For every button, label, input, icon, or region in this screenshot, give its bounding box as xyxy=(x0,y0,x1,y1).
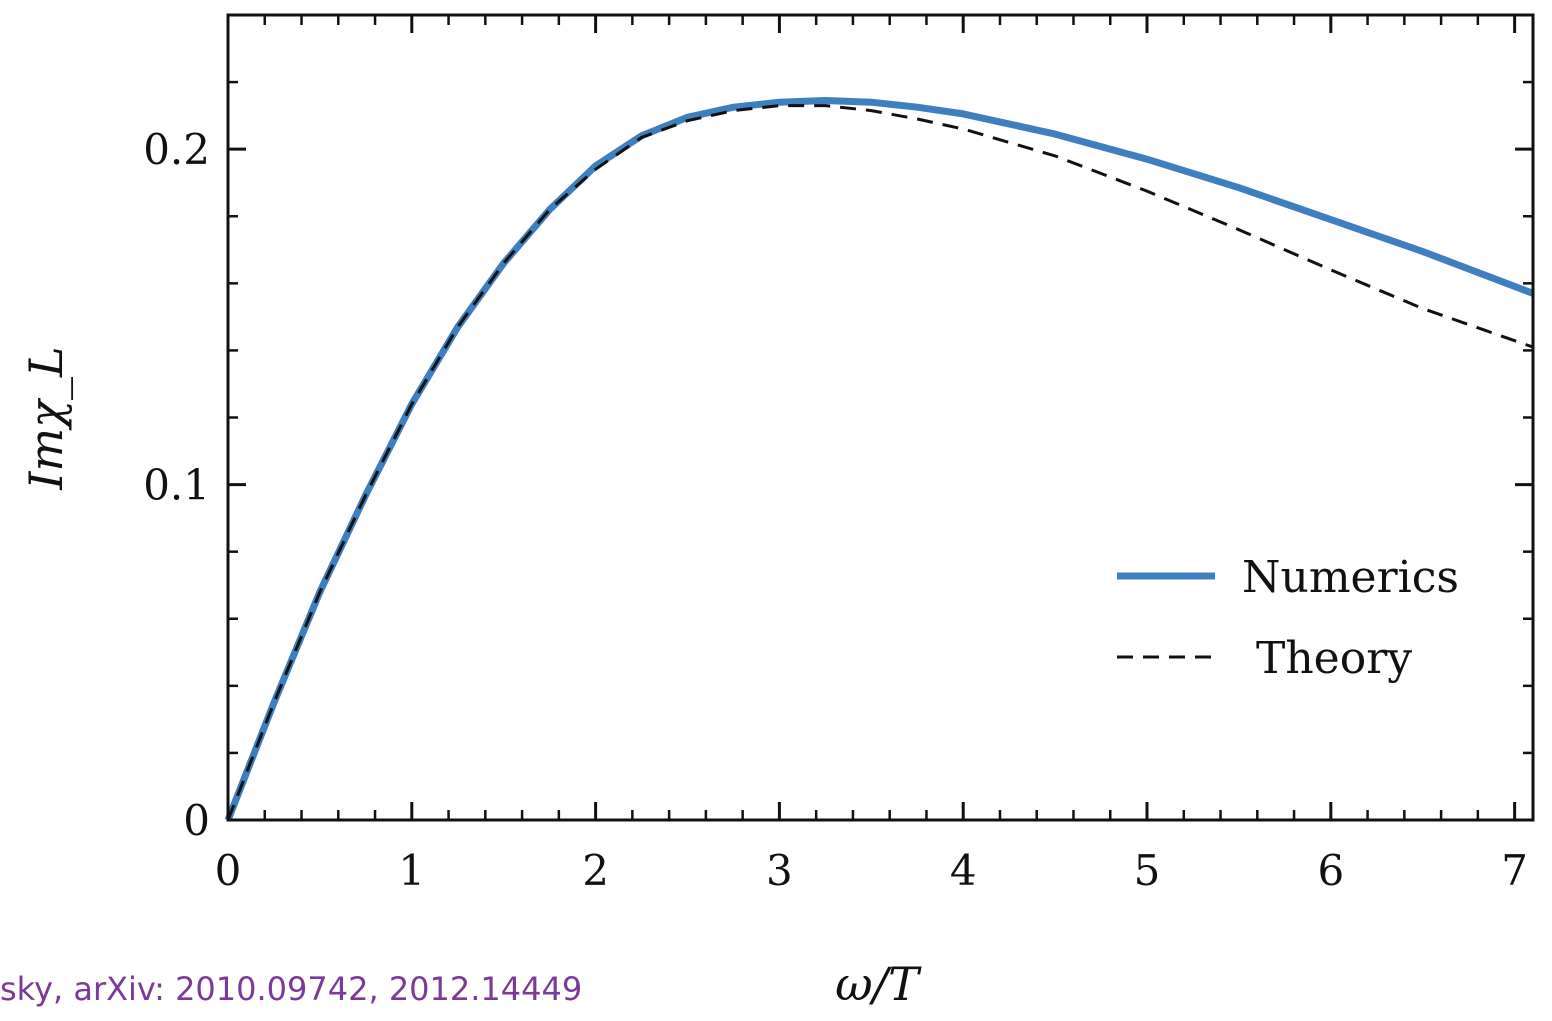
series-layer xyxy=(224,97,1535,822)
x-tick-label: 4 xyxy=(950,846,977,895)
x-tick-label: 0 xyxy=(215,846,242,895)
y-axis-label: Imχ_L xyxy=(19,346,73,490)
plot-frame xyxy=(226,13,1535,822)
x-tick-label: 1 xyxy=(398,846,425,895)
tick-labels: 0 1 2 3 4 5 6 7 0 0.1 0.2 xyxy=(143,125,1528,895)
x-tick-label: 5 xyxy=(1134,846,1161,895)
series-line-theory xyxy=(226,104,1534,821)
x-tick-label: 2 xyxy=(582,846,609,895)
legend-label-theory: Theory xyxy=(1256,633,1412,684)
y-tick-label: 0 xyxy=(183,796,210,845)
citation-text: sky, arXiv: 2010.09742, 2012.14449 xyxy=(0,970,583,1008)
x-tick-label: 7 xyxy=(1501,846,1528,895)
axis-ticks xyxy=(226,13,1533,822)
x-tick-label: 6 xyxy=(1317,846,1344,895)
y-tick-label: 0.2 xyxy=(143,125,210,174)
x-tick-label: 3 xyxy=(766,846,793,895)
x-axis-label: ω/T xyxy=(835,957,922,1011)
series-line-numerics xyxy=(224,97,1535,822)
y-tick-label: 0.1 xyxy=(143,461,210,510)
legend-label-numerics: Numerics xyxy=(1242,552,1459,603)
legend: Numerics Theory xyxy=(1117,552,1459,684)
